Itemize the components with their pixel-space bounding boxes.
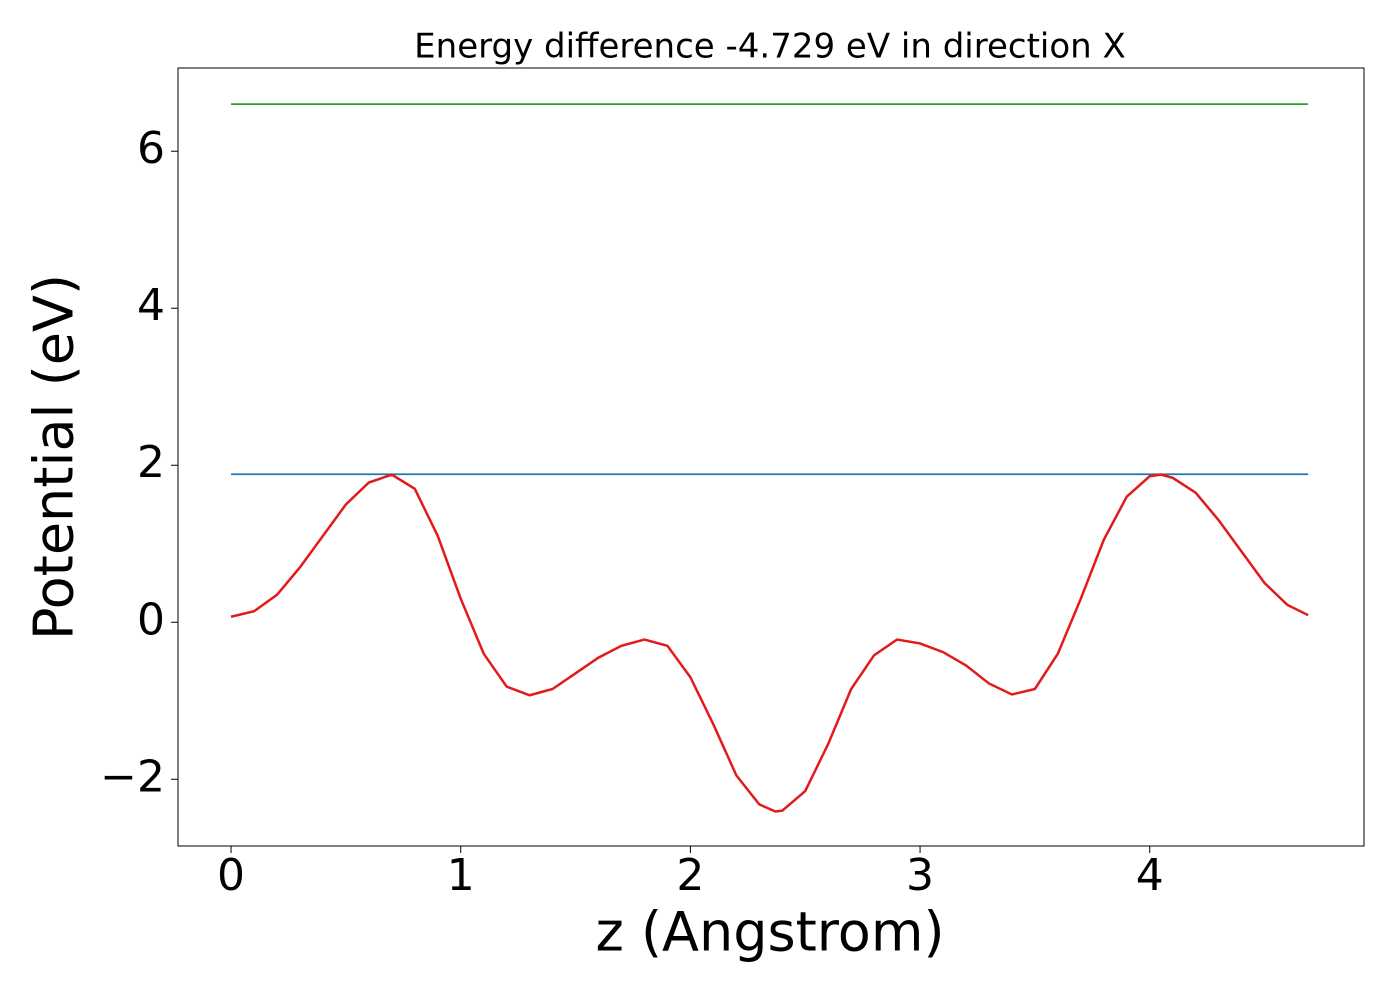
x-tick-label: 3 bbox=[906, 850, 934, 901]
x-axis-label: z (Angstrom) bbox=[595, 901, 944, 964]
y-tick-label: 6 bbox=[137, 123, 165, 174]
plot-frame bbox=[177, 67, 1365, 847]
y-tick-label: 2 bbox=[137, 437, 165, 488]
chart-title: Energy difference -4.729 eV in direction… bbox=[414, 27, 1126, 67]
y-axis-label: Potential (eV) bbox=[23, 274, 86, 640]
y-tick-label: 0 bbox=[137, 594, 165, 645]
x-tick-label: 4 bbox=[1136, 850, 1164, 901]
x-tick-label: 1 bbox=[447, 850, 475, 901]
x-tick-label: 2 bbox=[676, 850, 704, 901]
y-tick-label: −2 bbox=[100, 751, 165, 802]
y-tick-label: 4 bbox=[137, 280, 165, 331]
series-line bbox=[230, 473, 1309, 813]
x-tick-label: 0 bbox=[217, 850, 245, 901]
